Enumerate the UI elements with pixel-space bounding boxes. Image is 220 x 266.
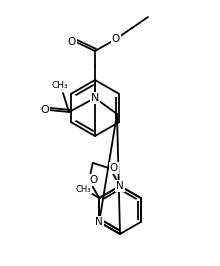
Text: CH₃: CH₃ [76, 185, 91, 193]
Text: O: O [110, 163, 118, 173]
Text: O: O [68, 37, 76, 47]
Text: N: N [95, 217, 103, 227]
Text: O: O [40, 105, 49, 115]
Text: O: O [89, 175, 97, 185]
Text: O: O [112, 34, 120, 44]
Text: N: N [116, 181, 124, 191]
Text: CH₃: CH₃ [52, 81, 68, 90]
Text: N: N [91, 93, 99, 103]
